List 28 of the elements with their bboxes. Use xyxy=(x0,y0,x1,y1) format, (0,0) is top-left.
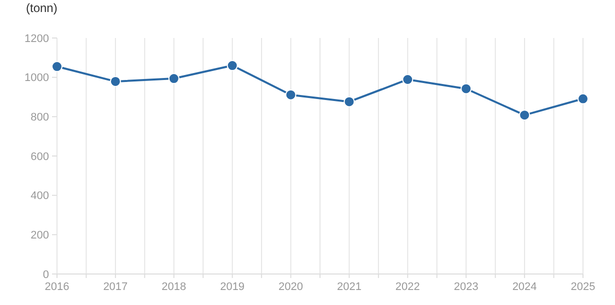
point xyxy=(52,61,62,72)
y-tick-label: 800 xyxy=(30,112,49,124)
x-tick-label: 2023 xyxy=(454,281,478,293)
x-tick-label: 2017 xyxy=(103,281,128,293)
point xyxy=(226,60,238,72)
y-tick-label: 1200 xyxy=(24,32,49,45)
y-tick-label: 1000 xyxy=(24,72,49,84)
point xyxy=(110,76,121,87)
point xyxy=(285,89,296,100)
point xyxy=(519,110,530,121)
point xyxy=(578,93,588,104)
x-tick-label: 2016 xyxy=(44,281,70,293)
y-tick-label: 200 xyxy=(30,230,49,242)
x-tick-label: 2024 xyxy=(512,281,537,293)
x-tick-label: 2018 xyxy=(162,281,186,293)
y-tick-label: 0 xyxy=(42,268,49,281)
x-tick-label: 2019 xyxy=(220,281,245,293)
point xyxy=(460,83,472,94)
x-tick-label: 2025 xyxy=(570,281,596,293)
x-tick-label: 2020 xyxy=(278,281,304,293)
x-tick-label: 2021 xyxy=(336,281,362,293)
y-axis-title: (tonn) xyxy=(26,1,58,15)
y-tick-label: 600 xyxy=(30,150,49,163)
x-tick-label: 2022 xyxy=(395,281,420,293)
point xyxy=(168,73,180,84)
y-tick-label: 400 xyxy=(30,190,49,202)
point xyxy=(402,74,414,85)
point xyxy=(344,96,355,108)
